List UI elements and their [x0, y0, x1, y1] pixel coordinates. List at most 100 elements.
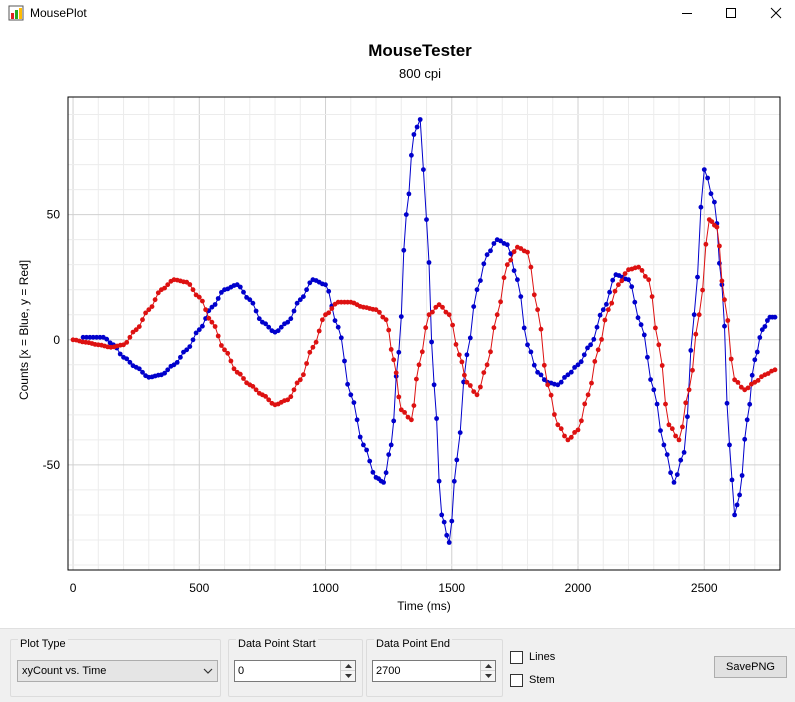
lines-checkbox[interactable]: Lines	[510, 650, 580, 666]
data-point	[666, 422, 672, 428]
data-point	[674, 472, 680, 477]
data-point	[424, 217, 429, 223]
data-point	[676, 437, 682, 443]
data-point	[140, 317, 145, 323]
plot-area-border	[67, 96, 781, 571]
spin-down-button[interactable]	[341, 671, 355, 681]
data-point	[474, 287, 480, 293]
data-point	[535, 369, 540, 375]
data-point	[253, 308, 259, 314]
spin-up-button[interactable]	[341, 661, 355, 671]
data-point	[525, 249, 530, 255]
data-point	[578, 359, 584, 365]
data-point	[616, 282, 621, 288]
data-point	[241, 376, 246, 381]
maximize-button[interactable]	[708, 0, 754, 26]
data-point	[589, 380, 594, 386]
lines-checkbox-box[interactable]	[510, 651, 523, 664]
plot-type-label: Plot Type	[18, 638, 68, 650]
data-point	[124, 356, 130, 362]
data-point	[562, 433, 567, 439]
data-point	[323, 282, 328, 288]
data-point	[190, 287, 196, 293]
data-point	[136, 324, 142, 329]
data-point	[403, 212, 409, 218]
data-point	[575, 362, 581, 368]
data-point	[414, 376, 419, 382]
x-tick-label: 1500	[438, 581, 465, 595]
data-point	[215, 296, 221, 301]
data-point	[426, 260, 432, 265]
data-point	[165, 282, 171, 288]
stem-checkbox[interactable]: Stem	[510, 673, 580, 689]
data-point	[429, 339, 434, 345]
data-point	[187, 344, 193, 349]
chart-series	[70, 117, 778, 545]
minimize-icon	[682, 13, 692, 14]
data-point	[695, 274, 700, 280]
spin-down-button[interactable]	[481, 671, 495, 681]
data-point	[663, 401, 668, 407]
data-point	[729, 477, 735, 483]
data-point	[488, 349, 493, 355]
data-point	[459, 359, 465, 365]
data-point	[636, 264, 641, 270]
data-point	[478, 384, 483, 390]
data-point	[656, 342, 662, 348]
close-button[interactable]	[753, 0, 795, 26]
data-point	[219, 343, 224, 348]
data-point-start-input[interactable]: 0	[234, 660, 356, 682]
data-point	[491, 325, 497, 331]
stem-checkbox-box[interactable]	[510, 674, 523, 687]
data-point	[484, 362, 490, 368]
data-point	[393, 370, 399, 376]
data-point	[641, 332, 647, 338]
spin-up-button[interactable]	[481, 661, 495, 671]
data-point	[380, 314, 386, 320]
data-point	[406, 191, 412, 197]
y-tick-label: 50	[47, 208, 61, 222]
data-point	[414, 124, 420, 130]
data-point	[436, 478, 442, 484]
data-point	[310, 344, 316, 350]
plot-panel: MouseTester 800 cpi 0 500 1000 1500 2000 2500…	[0, 26, 795, 628]
data-point	[757, 335, 763, 340]
data-point	[301, 372, 306, 378]
data-point	[491, 241, 497, 246]
data-point	[765, 318, 770, 323]
data-point-start-group: Data Point Start 0	[228, 638, 363, 697]
data-point	[498, 299, 503, 305]
data-point	[329, 306, 335, 311]
data-point	[744, 417, 750, 423]
data-point	[765, 371, 771, 376]
data-point	[722, 297, 727, 303]
data-point	[708, 191, 714, 197]
data-point	[446, 540, 452, 545]
data-point-end-input[interactable]: 2700	[372, 660, 496, 682]
data-point	[572, 365, 577, 370]
data-point	[247, 297, 253, 303]
data-point	[464, 379, 470, 385]
data-point	[528, 264, 534, 270]
data-point	[225, 350, 231, 356]
x-tick-label: 2000	[565, 581, 592, 595]
data-point	[585, 345, 590, 351]
data-point	[762, 324, 768, 329]
data-point	[364, 447, 369, 453]
data-point	[518, 246, 524, 251]
y-tick-label: -50	[43, 458, 61, 472]
data-point	[685, 414, 690, 420]
minimize-button[interactable]	[664, 0, 710, 26]
data-point	[200, 323, 205, 329]
data-point	[673, 433, 678, 439]
data-point	[535, 307, 540, 313]
data-point	[215, 333, 221, 339]
data-point	[602, 317, 608, 323]
save-png-button[interactable]: SavePNG	[714, 656, 787, 678]
data-point	[612, 288, 618, 294]
data-point	[471, 304, 477, 309]
data-point	[439, 512, 445, 518]
data-point-end-label: Data Point End	[374, 638, 452, 650]
plot-type-select[interactable]: xyCount vs. Time	[17, 660, 218, 682]
data-point	[391, 418, 397, 424]
